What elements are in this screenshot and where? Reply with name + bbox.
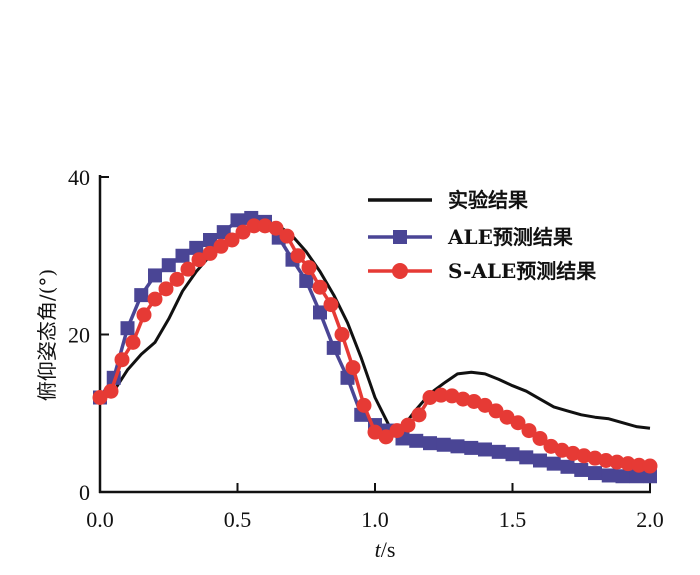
data-point xyxy=(620,456,636,472)
data-point xyxy=(235,224,251,240)
data-point xyxy=(158,281,174,297)
data-point xyxy=(356,397,372,413)
data-point xyxy=(230,213,245,228)
data-point xyxy=(120,321,135,336)
series-0 xyxy=(99,222,651,430)
data-point xyxy=(136,307,152,323)
data-point xyxy=(161,258,176,273)
legend-label: ALE预测结果 xyxy=(447,225,573,249)
data-point xyxy=(334,327,350,342)
data-point xyxy=(433,387,449,403)
data-point xyxy=(609,454,625,470)
data-point xyxy=(521,423,537,439)
data-point xyxy=(488,403,504,419)
data-point xyxy=(301,260,317,276)
x-tick-label: 0.5 xyxy=(224,507,252,532)
data-point xyxy=(505,447,520,462)
data-point xyxy=(189,240,204,255)
legend-swatch-marker xyxy=(393,230,407,244)
legend-item: ALE预测结果 xyxy=(368,225,573,249)
x-axis-title-var: t xyxy=(375,537,382,562)
data-point xyxy=(409,433,424,448)
data-point xyxy=(560,459,575,474)
data-point xyxy=(615,469,630,484)
data-point xyxy=(92,390,108,405)
series-2 xyxy=(92,218,658,474)
data-point xyxy=(601,468,616,483)
data-point xyxy=(175,248,190,263)
x-axis-title: t/s xyxy=(375,537,396,562)
data-point xyxy=(312,279,328,295)
data-point xyxy=(519,450,534,465)
data-point xyxy=(103,383,119,399)
data-point xyxy=(224,232,240,248)
legend-label: S-ALE预测结果 xyxy=(448,259,596,283)
x-tick-label: 1.5 xyxy=(499,507,527,532)
legend-swatch-marker xyxy=(392,263,408,279)
data-point xyxy=(313,305,327,320)
data-point xyxy=(213,238,229,254)
data-point xyxy=(125,334,141,350)
legend-item: S-ALE预测结果 xyxy=(368,259,596,283)
data-point xyxy=(290,248,306,264)
legend-label: 实验结果 xyxy=(448,188,528,212)
data-point xyxy=(478,442,492,457)
x-tick-label: 2.0 xyxy=(636,507,664,532)
data-point xyxy=(202,245,218,261)
data-point xyxy=(246,218,262,234)
x-tick-label: 1.0 xyxy=(361,507,389,532)
data-point xyxy=(147,291,163,307)
data-point xyxy=(491,444,506,459)
data-point xyxy=(326,340,341,355)
data-point xyxy=(436,437,451,452)
data-point xyxy=(180,261,196,277)
data-point xyxy=(423,436,437,451)
data-point xyxy=(169,271,185,287)
data-point xyxy=(203,233,217,247)
data-point xyxy=(588,466,602,481)
axes xyxy=(98,175,651,494)
data-point xyxy=(642,458,658,474)
data-point xyxy=(114,352,130,368)
series-line xyxy=(99,222,651,430)
data-point xyxy=(598,453,614,468)
y-tick-label: 40 xyxy=(68,165,90,190)
data-point xyxy=(450,439,465,454)
data-point xyxy=(378,429,394,445)
data-point xyxy=(148,268,162,283)
x-axis-title-unit: /s xyxy=(381,537,396,562)
data-point xyxy=(532,430,548,446)
data-point xyxy=(299,273,314,288)
data-point xyxy=(323,297,339,313)
data-point xyxy=(134,288,149,303)
data-point xyxy=(631,457,647,473)
data-point xyxy=(643,469,657,484)
data-point xyxy=(533,453,547,468)
y-tick-label: 20 xyxy=(68,323,90,348)
data-point xyxy=(546,456,561,471)
legend-item: 实验结果 xyxy=(368,188,528,212)
data-point xyxy=(629,469,644,484)
data-point xyxy=(510,415,526,431)
data-point xyxy=(464,440,479,455)
series-1 xyxy=(93,210,657,484)
x-tick-label: 0.0 xyxy=(86,507,114,532)
legend: 实验结果 ALE预测结果 S-ALE预测结果 xyxy=(368,188,596,283)
data-point xyxy=(400,417,416,433)
data-point xyxy=(574,462,589,477)
y-tick-label: 0 xyxy=(79,480,90,505)
data-point xyxy=(279,228,295,244)
data-point xyxy=(191,252,207,268)
data-point xyxy=(345,360,361,376)
data-point xyxy=(268,220,284,236)
data-point xyxy=(411,407,427,423)
y-axis-title: 俯仰姿态角/(°) xyxy=(35,269,59,401)
